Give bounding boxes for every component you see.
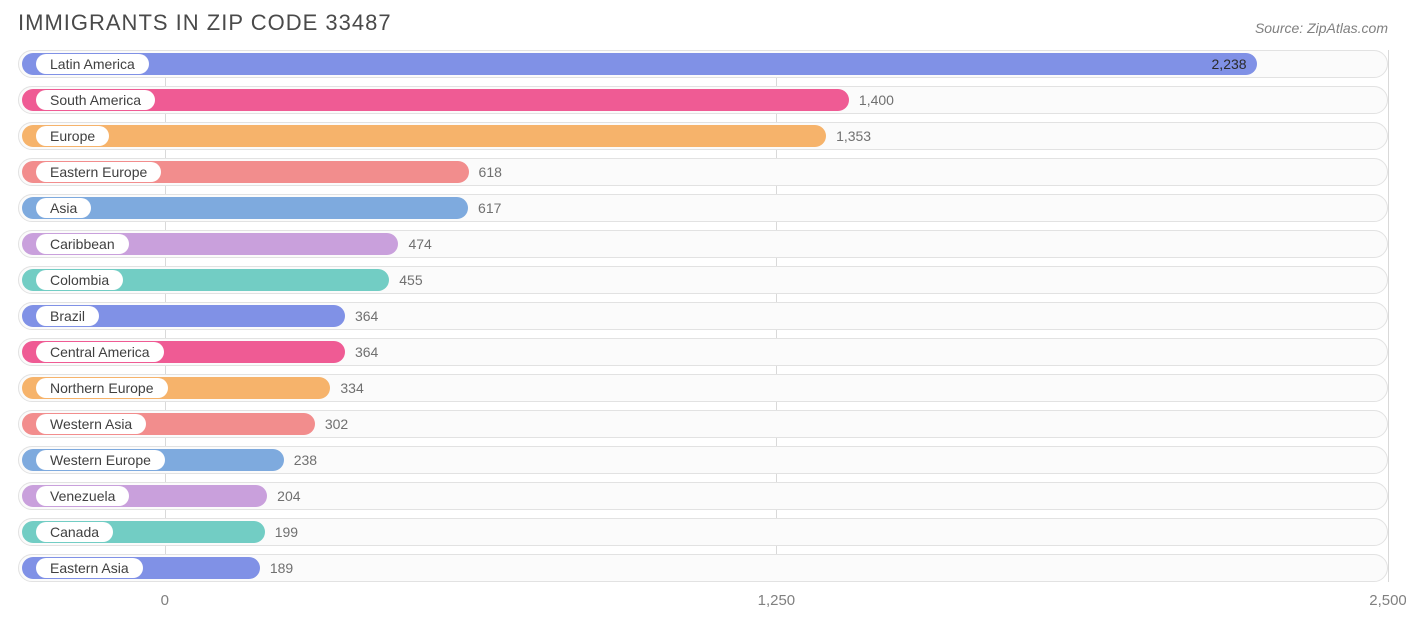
bar-category-pill: Central America <box>36 342 164 362</box>
bar-value-label: 618 <box>469 161 512 183</box>
bar-category-pill: Asia <box>36 198 91 218</box>
bar <box>22 53 1257 75</box>
bar-row: Central America 364 <box>18 338 1388 366</box>
bar-value-label: 364 <box>345 305 388 327</box>
bar-value-label: 617 <box>468 197 511 219</box>
bar-row: Canada 199 <box>18 518 1388 546</box>
x-tick-label: 1,250 <box>758 592 796 609</box>
chart-plot-area: Latin America 2,238 South America 1,400 Euro… <box>18 50 1388 582</box>
bar-value-label: 189 <box>260 557 303 579</box>
bar-category-pill: South America <box>36 90 155 110</box>
bar-category-pill: Eastern Asia <box>36 558 143 578</box>
bar-category-pill: Western Europe <box>36 450 165 470</box>
x-axis-ticks: 01,2502,500 <box>18 590 1388 612</box>
bar-value-label: 1,353 <box>826 125 881 147</box>
chart-header: IMMIGRANTS IN ZIP CODE 33487 Source: Zip… <box>18 10 1388 36</box>
bar-row: Asia 617 <box>18 194 1388 222</box>
bar-value-label: 199 <box>265 521 308 543</box>
x-tick-label: 2,500 <box>1369 592 1406 609</box>
bar-value-label: 474 <box>398 233 441 255</box>
bar-category-pill: Northern Europe <box>36 378 168 398</box>
bar-category-pill: Western Asia <box>36 414 146 434</box>
chart-source: Source: ZipAtlas.com <box>1255 20 1388 36</box>
bar-row: Latin America 2,238 <box>18 50 1388 78</box>
gridline <box>1388 50 1389 582</box>
bar-category-pill: Caribbean <box>36 234 129 254</box>
bar <box>22 125 826 147</box>
bar-row: Colombia 455 <box>18 266 1388 294</box>
bar-value-label: 302 <box>315 413 358 435</box>
bar-value-label: 364 <box>345 341 388 363</box>
bar-row: Eastern Asia 189 <box>18 554 1388 582</box>
bar-row: Caribbean 474 <box>18 230 1388 258</box>
bar-value-label: 2,238 <box>1202 53 1257 75</box>
bar-value-label: 455 <box>389 269 432 291</box>
bar-value-label: 204 <box>267 485 310 507</box>
bar-row: Brazil 364 <box>18 302 1388 330</box>
bar-row: Western Asia 302 <box>18 410 1388 438</box>
bar-value-label: 238 <box>284 449 327 471</box>
bar-row: Europe 1,353 <box>18 122 1388 150</box>
bar-row: Venezuela 204 <box>18 482 1388 510</box>
bar-category-pill: Europe <box>36 126 109 146</box>
bar-category-pill: Colombia <box>36 270 123 290</box>
bar-row: Western Europe 238 <box>18 446 1388 474</box>
bar-value-label: 1,400 <box>849 89 904 111</box>
bar-chart: Latin America 2,238 South America 1,400 Euro… <box>18 50 1388 612</box>
bar-category-pill: Brazil <box>36 306 99 326</box>
bar-category-pill: Latin America <box>36 54 149 74</box>
bar-category-pill: Canada <box>36 522 113 542</box>
bar-category-pill: Venezuela <box>36 486 129 506</box>
x-tick-label: 0 <box>161 592 169 609</box>
bar-row: Eastern Europe 618 <box>18 158 1388 186</box>
bar-value-label: 334 <box>330 377 373 399</box>
bar-row: South America 1,400 <box>18 86 1388 114</box>
bar-category-pill: Eastern Europe <box>36 162 161 182</box>
chart-title: IMMIGRANTS IN ZIP CODE 33487 <box>18 10 392 36</box>
bar-row: Northern Europe 334 <box>18 374 1388 402</box>
